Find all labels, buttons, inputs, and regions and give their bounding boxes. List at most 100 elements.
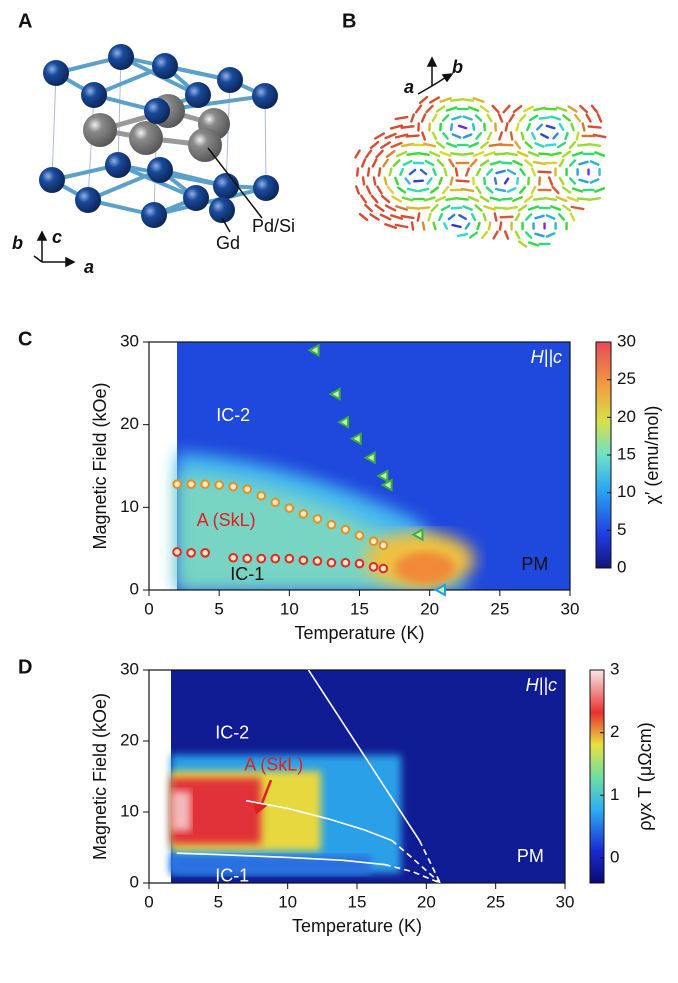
spin-arrow <box>558 123 565 131</box>
spin-arrow <box>534 142 545 148</box>
spin-arrow <box>573 113 582 123</box>
spin-arrow <box>567 105 578 113</box>
spin-arrow <box>564 131 569 141</box>
spin-arrow <box>366 167 371 177</box>
spin-arrow <box>422 142 437 148</box>
data-point <box>270 497 281 508</box>
spin-arrow <box>502 104 511 114</box>
spin-arrow <box>512 195 524 203</box>
spin-arrow <box>524 231 533 239</box>
spin-arrow <box>456 197 469 201</box>
spin-arrow <box>588 143 602 147</box>
spin-arrow <box>483 176 487 186</box>
data-point <box>284 553 295 564</box>
spin-arrow <box>558 213 566 221</box>
atom-label: Pd/Si <box>252 216 295 236</box>
spin-arrow <box>390 141 403 149</box>
spin-arrow <box>455 179 470 183</box>
spin-arrow <box>509 131 514 141</box>
spin-arrow <box>587 125 602 129</box>
spin-arrow <box>424 159 435 167</box>
spin-arrow <box>457 124 468 130</box>
spin-arrow <box>379 213 392 221</box>
colorbar-tick-label: 10 <box>617 482 636 501</box>
spin-arrow <box>462 205 473 211</box>
spin-arrow <box>585 113 592 123</box>
spin-arrow <box>532 160 547 166</box>
spin-arrow <box>440 204 451 212</box>
spin-arrow <box>390 214 404 220</box>
data-point <box>328 387 341 401</box>
spin-arrow <box>594 151 606 157</box>
annotation: H||c <box>526 675 557 695</box>
data-point <box>368 536 379 547</box>
x-tick-label: 0 <box>144 599 153 618</box>
spin-arrow <box>383 176 388 186</box>
spin-arrow <box>486 113 493 123</box>
spin-arrow <box>568 177 577 185</box>
y-tick-label: 20 <box>120 414 139 433</box>
data-point <box>312 514 323 524</box>
region-label: A (SkL) <box>244 755 303 775</box>
region-label: IC-2 <box>216 405 250 425</box>
data-point <box>298 555 309 566</box>
colorbar <box>589 669 605 884</box>
chart: 0 5 10 15 20 25 30 0 10 20 30 C Temperature (K) Magne… <box>18 328 662 642</box>
data-point <box>340 524 351 535</box>
spin-arrow <box>445 196 458 202</box>
spin-arrow <box>471 123 476 131</box>
y-axis-label: Magnetic Field (kOe) <box>90 382 110 549</box>
annotation-arrow <box>253 802 269 815</box>
spin-arrow <box>495 169 506 175</box>
spin-arrow <box>360 158 367 168</box>
y-tick-label: 0 <box>130 872 139 891</box>
data-point <box>284 503 295 513</box>
spin-arrow <box>552 132 559 140</box>
spin-arrow <box>578 178 589 184</box>
spin-arrow <box>507 168 517 176</box>
spin-arrow <box>445 106 458 112</box>
colorbar-tick-label: 30 <box>617 331 636 350</box>
spin-arrow <box>405 206 420 210</box>
x-tick-label: 20 <box>420 599 439 618</box>
spin-arrow <box>531 132 537 140</box>
spin-arrow <box>438 176 443 186</box>
spin-arrow <box>451 115 462 121</box>
spin-arrow <box>429 150 441 158</box>
spin-arrow <box>594 187 606 193</box>
spin-arrow <box>495 187 507 193</box>
data-point <box>307 343 320 357</box>
spin-arrow <box>431 131 438 141</box>
spin-arrow <box>410 221 415 231</box>
spin-arrow <box>515 122 520 132</box>
spin-arrow <box>406 152 419 156</box>
spin-arrow <box>369 213 380 221</box>
axis-letter: a <box>84 257 94 277</box>
spin-arrow <box>558 176 565 186</box>
spin-arrow <box>358 212 369 222</box>
spin-arrow <box>458 214 467 220</box>
spin-arrow <box>578 160 589 166</box>
spin-arrow <box>527 151 540 157</box>
spin-arrow <box>399 167 404 177</box>
spin-arrow <box>374 204 385 212</box>
spin-arrow <box>451 133 462 139</box>
x-axis-label: Temperature (K) <box>292 916 422 936</box>
spin-arrow <box>442 222 449 230</box>
spin-arrow <box>441 185 450 195</box>
spin-arrow <box>400 125 415 129</box>
spin-arrow <box>524 141 533 149</box>
skyrmion-lattice: B a b <box>342 10 607 248</box>
spin-arrow <box>469 231 479 239</box>
boundary-line <box>418 840 441 883</box>
spin-arrow <box>491 104 500 114</box>
data-point <box>298 509 309 519</box>
data-point <box>228 552 238 563</box>
spin-arrow <box>575 131 580 141</box>
data-point <box>172 547 182 557</box>
data-point <box>326 557 337 568</box>
spin-arrow <box>413 179 424 183</box>
spin-arrow <box>467 195 480 203</box>
data-point <box>433 583 446 597</box>
spin-arrow <box>589 178 600 184</box>
